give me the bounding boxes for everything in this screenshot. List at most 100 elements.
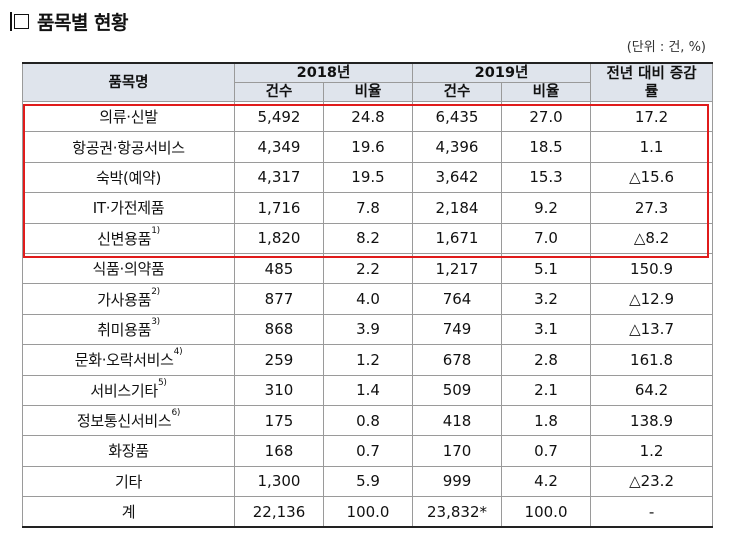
cell-item-name: 취미용품3) — [22, 313, 235, 346]
table-row: 정보통신서비스6) 175 0.8 418 1.8 138.9 — [22, 404, 714, 437]
table-row: 화장품 168 0.7 170 0.7 1.2 — [22, 435, 714, 467]
cell-change-rate: △8.2 — [590, 222, 714, 254]
item-name: 신변용품 — [97, 229, 152, 248]
cell-ratio-2019: 0.7 — [501, 435, 592, 467]
cell-count-2019: 1,671 — [412, 222, 503, 254]
footnote-marker: 4) — [173, 347, 183, 358]
table-row: 기타 1,300 5.9 999 4.2 △23.2 — [22, 465, 714, 498]
cell-count-2018: 4,317 — [234, 161, 324, 194]
cell-ratio-2019: 5.1 — [501, 252, 592, 285]
cell-ratio-2018: 0.8 — [322, 404, 414, 437]
item-name: 계 — [121, 503, 136, 522]
item-name: 정보통신서비스 — [76, 412, 172, 431]
cell-count-2019: 23,832* — [412, 496, 503, 528]
cell-change-rate: △12.9 — [590, 283, 714, 315]
table-row: 숙박(예약) 4,317 19.5 3,642 15.3 △15.6 — [22, 161, 714, 194]
cell-change-rate: △15.6 — [590, 161, 714, 194]
table-row: 의류·신발 5,492 24.8 6,435 27.0 17.2 — [22, 100, 714, 133]
header-ratio-2019: 비율 — [501, 82, 592, 102]
cell-ratio-2018: 19.6 — [322, 131, 414, 163]
item-name: 식품·의약품 — [92, 260, 165, 279]
cell-ratio-2019: 100.0 — [501, 496, 592, 528]
item-name: 기타 — [114, 472, 142, 491]
footnote-marker: 2) — [151, 286, 160, 297]
cell-count-2018: 175 — [234, 404, 324, 437]
cell-ratio-2019: 15.3 — [501, 161, 592, 194]
cell-item-name: 계 — [22, 496, 235, 528]
cell-count-2018: 1,820 — [234, 222, 324, 254]
cell-change-rate: 17.2 — [590, 100, 714, 133]
cell-count-2018: 1,300 — [234, 465, 324, 498]
section-heading: 품목별 현황 — [10, 8, 129, 35]
cell-item-name: IT·가전제품 — [22, 192, 235, 224]
cell-count-2018: 485 — [234, 252, 324, 285]
cell-change-rate: 27.3 — [590, 192, 714, 224]
table-row: 식품·의약품 485 2.2 1,217 5.1 150.9 — [22, 252, 714, 285]
cell-count-2019: 509 — [412, 374, 503, 406]
table-row: 문화·오락서비스4) 259 1.2 678 2.8 161.8 — [22, 344, 714, 376]
cell-item-name: 신변용품1) — [22, 222, 235, 254]
table-body: 의류·신발 5,492 24.8 6,435 27.0 17.2 항공권·항공서비스 4,34… — [22, 100, 714, 528]
cell-ratio-2018: 1.2 — [322, 344, 414, 376]
footnote-marker: 1) — [151, 225, 160, 236]
cell-change-rate: 138.9 — [590, 404, 714, 437]
item-name: 항공권·항공서비스 — [72, 138, 185, 157]
cell-item-name: 의류·신발 — [22, 100, 235, 133]
cell-count-2019: 2,184 — [412, 192, 503, 224]
cell-ratio-2018: 1.4 — [322, 374, 414, 406]
item-name: 문화·오락서비스 — [74, 351, 174, 370]
cell-item-name: 식품·의약품 — [22, 252, 235, 285]
cell-item-name: 가사용품2) — [22, 283, 235, 315]
cell-count-2018: 4,349 — [234, 131, 324, 163]
footnote-marker: 5) — [157, 377, 167, 388]
cell-ratio-2018: 7.8 — [322, 192, 414, 224]
cell-ratio-2019: 1.8 — [501, 404, 592, 437]
table-row: 신변용품1) 1,820 8.2 1,671 7.0 △8.2 — [22, 222, 714, 254]
cell-count-2019: 999 — [412, 465, 503, 498]
cell-ratio-2018: 4.0 — [322, 283, 414, 315]
cell-ratio-2018: 2.2 — [322, 252, 414, 285]
cell-change-rate: - — [590, 496, 714, 528]
cell-count-2019: 4,396 — [412, 131, 503, 163]
cell-item-name: 문화·오락서비스4) — [22, 344, 235, 376]
cell-item-name: 항공권·항공서비스 — [22, 131, 235, 163]
unit-note: (단위 : 건, %) — [626, 40, 706, 55]
cell-ratio-2019: 2.1 — [501, 374, 592, 406]
cell-count-2019: 170 — [412, 435, 503, 467]
cell-count-2019: 3,642 — [412, 161, 503, 194]
table-row: 가사용품2) 877 4.0 764 3.2 △12.9 — [22, 283, 714, 315]
table-row: IT·가전제품 1,716 7.8 2,184 9.2 27.3 — [22, 192, 714, 224]
cell-count-2018: 259 — [234, 344, 324, 376]
item-name: 숙박(예약) — [95, 168, 162, 187]
item-name: 서비스기타 — [90, 381, 158, 400]
cell-ratio-2019: 3.2 — [501, 283, 592, 315]
cell-item-name: 화장품 — [22, 435, 235, 467]
item-name: 가사용품 — [97, 290, 152, 309]
cell-item-name: 서비스기타5) — [22, 374, 235, 406]
cell-count-2019: 678 — [412, 344, 503, 376]
cell-ratio-2018: 100.0 — [322, 496, 414, 528]
heading-bar-icon — [10, 12, 12, 31]
header-ratio-2018: 비율 — [322, 82, 414, 102]
cell-change-rate: 161.8 — [590, 344, 714, 376]
cell-ratio-2018: 3.9 — [322, 313, 414, 346]
cell-ratio-2019: 4.2 — [501, 465, 592, 498]
checkbox-square-icon — [14, 14, 29, 29]
footnote-marker: 6) — [171, 408, 181, 419]
cell-count-2018: 868 — [234, 313, 324, 346]
table-row: 계 22,136 100.0 23,832* 100.0- — [22, 496, 714, 528]
cell-count-2019: 764 — [412, 283, 503, 315]
cell-item-name: 숙박(예약) — [22, 161, 235, 194]
cell-count-2018: 22,136 — [234, 496, 324, 528]
cell-change-rate: 64.2 — [590, 374, 714, 406]
item-name: 의류·신발 — [99, 108, 158, 127]
header-year-2018: 2018년 — [233, 62, 414, 83]
cell-change-rate: 1.2 — [590, 435, 714, 467]
cell-ratio-2019: 7.0 — [501, 222, 592, 254]
cell-ratio-2019: 18.5 — [501, 131, 592, 163]
cell-ratio-2018: 8.2 — [322, 222, 414, 254]
header-year-2019: 2019년 — [412, 62, 592, 83]
cell-ratio-2019: 9.2 — [501, 192, 592, 224]
header-item-name: 품목명 — [22, 62, 235, 102]
cell-change-rate: 150.9 — [590, 252, 714, 285]
